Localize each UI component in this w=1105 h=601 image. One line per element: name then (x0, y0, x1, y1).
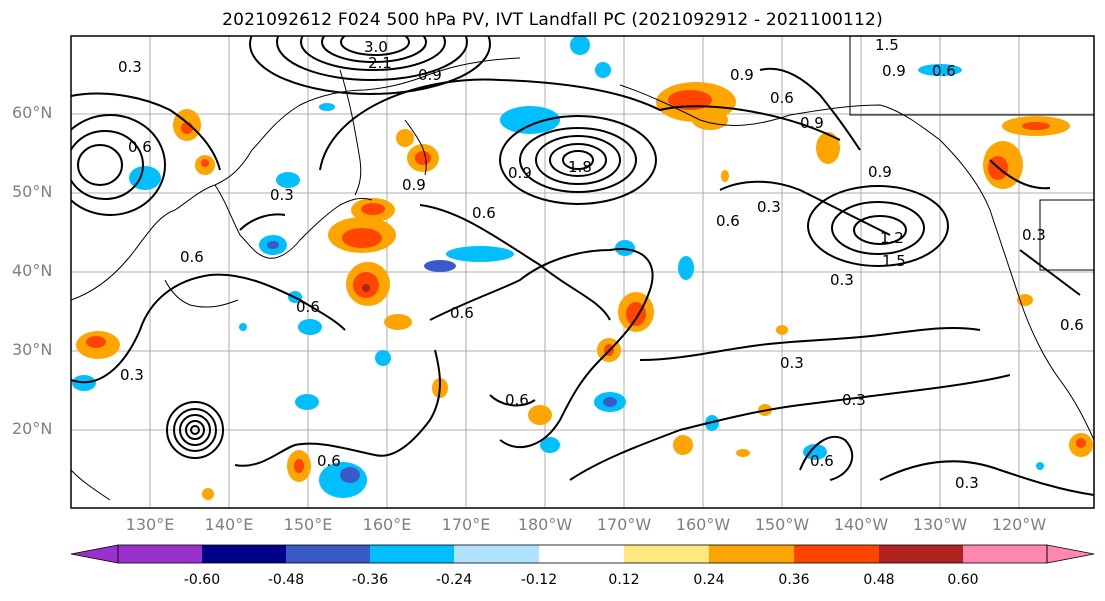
lon-label-180W: 180°W (517, 515, 573, 534)
contour-label-0.9: 0.9 (402, 176, 426, 194)
colorbar-tick: 0.24 (693, 572, 725, 588)
ivt-positive-shading (76, 82, 1093, 500)
colorbar-tick: 0.36 (778, 572, 810, 588)
contour-label-0.6: 0.6 (505, 391, 529, 409)
lon-label-160W: 160°W (675, 515, 731, 534)
colorbar-tick: -0.12 (520, 572, 558, 588)
ivt-negative-shading (72, 36, 1044, 498)
lat-label-50N: 50°N (12, 182, 53, 201)
contour-label-0.3: 0.3 (270, 186, 294, 204)
map-frame (70, 35, 1095, 509)
contour-label-0.6: 0.6 (810, 452, 834, 470)
contour-label-0.6: 0.6 (450, 304, 474, 322)
lat-label-60N: 60°N (12, 103, 53, 122)
colorbar-tick: 0.48 (863, 572, 895, 588)
pv-contours (71, 36, 1094, 496)
colorbar-tick: -0.60 (183, 572, 221, 588)
colorbar-tick: 0.12 (608, 572, 640, 588)
contour-label-0.3: 0.3 (842, 391, 866, 409)
contour-label-0.9: 0.9 (868, 163, 892, 181)
contour-label-3.0: 3.0 (364, 38, 388, 56)
contour-label-0.6: 0.6 (770, 89, 794, 107)
contour-label-0.6: 0.6 (296, 298, 320, 316)
contour-label-0.3: 0.3 (780, 354, 804, 372)
contour-label-0.9: 0.9 (800, 114, 824, 132)
contour-label-0.3: 0.3 (757, 198, 781, 216)
contour-label-2.1: 2.1 (368, 54, 392, 72)
contour-label-0.3: 0.3 (118, 58, 142, 76)
contour-label-0.6: 0.6 (128, 138, 152, 156)
colorbar-tick: -0.36 (351, 572, 389, 588)
lon-label-170W: 170°W (596, 515, 652, 534)
lon-label-140W: 140°W (833, 515, 889, 534)
contour-label-1.5: 1.5 (882, 252, 906, 270)
contour-label-1.2: 1.2 (880, 229, 904, 247)
contour-label-0.6: 0.6 (472, 204, 496, 222)
contour-label-0.9: 0.9 (882, 62, 906, 80)
contour-label-0.6: 0.6 (180, 248, 204, 266)
colorbar-tick: -0.48 (267, 572, 305, 588)
contour-label-0.9: 0.9 (418, 66, 442, 84)
colorbar-tick: 0.60 (947, 572, 979, 588)
contour-label-0.9: 0.9 (730, 66, 754, 84)
contour-label-0.6: 0.6 (1060, 316, 1084, 334)
lon-label-120W: 120°W (991, 515, 1047, 534)
lon-label-150E: 150°E (283, 515, 333, 534)
lat-label-20N: 20°N (12, 419, 53, 438)
contour-label-0.3: 0.3 (830, 271, 854, 289)
lat-label-40N: 40°N (12, 261, 53, 280)
lon-label-130W: 130°W (912, 515, 968, 534)
contour-label-0.3: 0.3 (120, 366, 144, 384)
contour-label-0.6: 0.6 (716, 212, 740, 230)
lon-label-140E: 140°E (204, 515, 254, 534)
lon-label-160E: 160°E (362, 515, 412, 534)
contour-label-0.6: 0.6 (317, 452, 341, 470)
contour-label-0.9: 0.9 (508, 164, 532, 182)
contour-label-0.3: 0.3 (1022, 226, 1046, 244)
contour-label-0.3: 0.3 (955, 474, 979, 492)
contour-label-0.6: 0.6 (932, 62, 956, 80)
lon-label-150W: 150°W (754, 515, 810, 534)
colorbar (70, 544, 1095, 564)
lon-label-170E: 170°E (441, 515, 491, 534)
contour-label-1.8: 1.8 (568, 158, 592, 176)
lon-label-130E: 130°E (125, 515, 175, 534)
contour-labels: 0.3 0.6 3.0 2.1 0.9 0.3 0.9 0.6 0.9 1.8 … (118, 36, 1084, 492)
lat-label-30N: 30°N (12, 340, 53, 359)
contour-label-1.5: 1.5 (875, 36, 899, 54)
map-title: 2021092612 F024 500 hPa PV, IVT Landfall… (222, 10, 883, 30)
colorbar-tick: -0.24 (435, 572, 473, 588)
